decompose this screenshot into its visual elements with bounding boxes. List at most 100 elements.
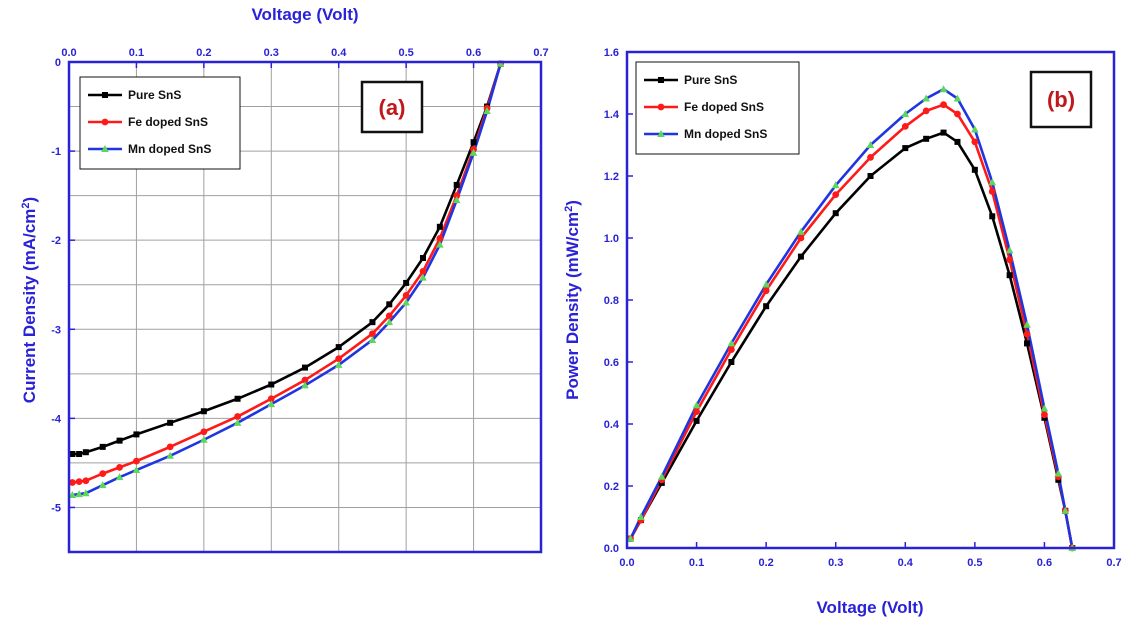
panel-b-label-box: [1029, 70, 1093, 129]
data-point-fe-doped-sns: [1023, 330, 1031, 338]
data-point-mn-doped-sns: [68, 490, 77, 498]
x-tick-label: 0.7: [533, 47, 548, 59]
panel-a: 0.0 0.1 0.2 0.3 0.4 0.5 0.6 0.7 0 -1 -2 -3 -4 -5 Vol…: [20, 5, 549, 554]
data-point-pure-sns: [200, 408, 207, 415]
panel-b-y-axis-title: Power Density (mW/cm2): [563, 200, 582, 400]
data-point-fe-doped-sns: [75, 478, 83, 486]
x-tick-label: 0.5: [967, 557, 982, 569]
x-tick-label: 0.0: [61, 47, 76, 59]
data-point-pure-sns: [1006, 272, 1013, 279]
data-point-fe-doped-sns: [116, 463, 123, 471]
data-point-mn-doped-sns: [637, 513, 645, 520]
data-point-fe-doped-sns: [99, 470, 107, 477]
data-point-pure-sns: [403, 279, 410, 286]
data-point-fe-doped-sns: [68, 479, 76, 486]
x-tick-label: 0.6: [1037, 557, 1052, 569]
x-tick-label: 0.3: [264, 47, 279, 59]
data-point-pure-sns: [832, 210, 839, 217]
data-point-fe-doped-sns: [234, 413, 241, 420]
data-point-mn-doped-sns: [301, 381, 309, 389]
legend-marker: [658, 77, 664, 83]
data-point-fe-doped-sns: [693, 408, 700, 415]
data-point-fe-doped-sns: [200, 428, 208, 436]
data-point-pure-sns: [728, 359, 735, 365]
panel-b-legend: Pure SnS Fe doped SnS Mn doped SnS: [635, 61, 800, 155]
data-point-pure-sns: [989, 213, 996, 220]
legend-marker: [101, 145, 109, 152]
y-tick-label: 0.4: [604, 419, 620, 431]
y-tick-label: 0.6: [604, 357, 619, 369]
data-point-pure-sns: [268, 381, 275, 388]
x-tick-label: 0.7: [1106, 557, 1121, 569]
legend-marker: [102, 92, 108, 98]
data-point-pure-sns: [69, 451, 76, 457]
data-point-mn-doped-sns: [483, 107, 491, 114]
data-point-fe-doped-sns: [971, 138, 979, 146]
data-point-mn-doped-sns: [922, 94, 930, 102]
y-tick-label: -1: [51, 146, 61, 158]
series-line-pure-sns: [629, 131, 1074, 549]
panel-a-frame: [67, 60, 543, 554]
data-point-fe-doped-sns: [901, 123, 909, 130]
data-point-fe-doped-sns: [954, 110, 961, 118]
data-point-pure-sns: [76, 451, 83, 457]
legend-label: Mn doped SnS: [128, 142, 211, 156]
panel-b-x-ticks: 0.0 0.1 0.2 0.3 0.4 0.5 0.6 0.7: [619, 542, 1122, 569]
data-point-pure-sns: [923, 135, 930, 142]
data-point-mn-doped-sns: [166, 451, 174, 459]
y-tick-label: -4: [51, 413, 62, 425]
data-point-pure-sns: [167, 419, 174, 426]
x-tick-label: 0.1: [129, 47, 144, 59]
data-point-mn-doped-sns: [988, 178, 997, 186]
data-point-mn-doped-sns: [1040, 404, 1049, 412]
data-point-mn-doped-sns: [419, 273, 427, 281]
x-tick-label: 0.4: [898, 557, 914, 569]
y-tick-label: 0.8: [604, 295, 619, 307]
legend-marker: [657, 103, 665, 111]
data-point-pure-sns: [954, 138, 961, 145]
panel-a-series: [68, 59, 505, 498]
data-point-fe-doped-sns: [1041, 411, 1048, 419]
data-point-mn-doped-sns: [402, 298, 410, 306]
data-point-fe-doped-sns: [133, 457, 140, 465]
data-point-fe-doped-sns: [402, 292, 410, 299]
data-point-mn-doped-sns: [436, 240, 444, 248]
data-point-pure-sns: [940, 129, 947, 136]
data-point-mn-doped-sns: [334, 360, 343, 368]
x-tick-label: 0.0: [619, 557, 634, 569]
data-point-fe-doped-sns: [797, 234, 805, 242]
data-point-mn-doped-sns: [132, 466, 141, 474]
data-point-pure-sns: [902, 145, 909, 152]
data-point-fe-doped-sns: [166, 443, 174, 451]
data-point-pure-sns: [420, 255, 426, 261]
x-tick-label: 0.4: [331, 47, 347, 59]
data-point-fe-doped-sns: [762, 287, 770, 295]
data-point-pure-sns: [116, 437, 123, 444]
data-point-pure-sns: [763, 303, 770, 310]
legend-label: Mn doped SnS: [684, 127, 767, 141]
data-point-fe-doped-sns: [922, 107, 930, 115]
data-point-fe-doped-sns: [940, 101, 947, 109]
y-tick-label: -3: [51, 324, 61, 336]
y-tick-label: 1.0: [604, 233, 619, 245]
panel-a-x-axis-title: Voltage (Volt): [251, 5, 358, 24]
legend-label: Fe doped SnS: [684, 100, 764, 114]
legend-marker: [657, 130, 665, 137]
y-tick-label: 1.2: [604, 171, 619, 183]
data-point-mn-doped-sns: [267, 400, 276, 408]
data-point-mn-doped-sns: [469, 148, 478, 156]
data-point-mn-doped-sns: [797, 227, 805, 235]
data-point-pure-sns: [797, 253, 804, 260]
panel-a-y-axis-title: Current Density (mA/cm2): [20, 197, 39, 403]
series-line-fe-doped-sns: [629, 103, 1074, 549]
data-point-mn-doped-sns: [1061, 506, 1070, 514]
data-point-fe-doped-sns: [82, 477, 90, 485]
data-point-mn-doped-sns: [75, 490, 83, 498]
panel-b-series: [626, 85, 1077, 552]
data-point-pure-sns: [369, 319, 376, 326]
panel-b-y-ticks: 0.0 0.2 0.4 0.6 0.8 1.0 1.2 1.4 1.6: [604, 47, 633, 555]
data-point-fe-doped-sns: [436, 235, 444, 242]
data-point-fe-doped-sns: [419, 267, 427, 275]
x-tick-label: 0.2: [196, 47, 211, 59]
data-point-fe-doped-sns: [385, 312, 393, 320]
